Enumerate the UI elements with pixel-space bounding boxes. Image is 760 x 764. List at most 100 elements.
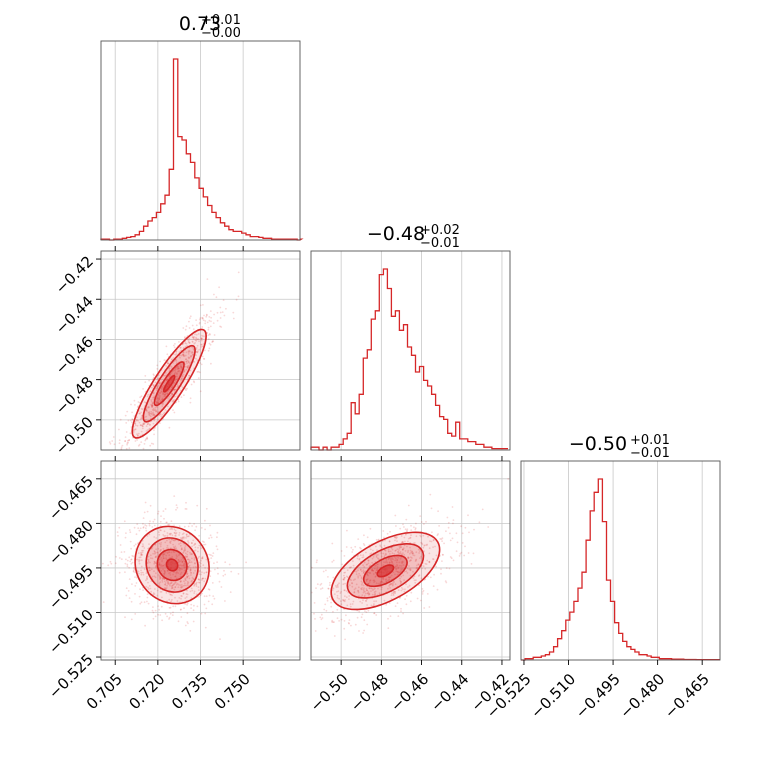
sample-point [394, 590, 397, 593]
sample-point [174, 575, 177, 578]
sample-point [166, 534, 169, 537]
sample-point [478, 521, 481, 524]
sample-point [349, 603, 352, 606]
sample-point [133, 568, 136, 571]
sample-point [340, 591, 342, 593]
sample-point [185, 360, 188, 363]
sample-point [166, 392, 169, 395]
sample-point [170, 532, 173, 535]
sample-point [175, 557, 178, 560]
sample-point [194, 339, 197, 342]
sample-point [336, 608, 339, 611]
sample-point [211, 341, 214, 343]
sample-point [216, 536, 218, 539]
sample-point [402, 548, 404, 551]
sample-point [400, 589, 403, 592]
sample-point [159, 400, 162, 402]
sample-point [140, 554, 143, 556]
sample-point [186, 555, 189, 558]
sample-point [171, 594, 173, 597]
sample-point [403, 536, 406, 539]
sample-point [400, 568, 403, 571]
sample-point [208, 594, 211, 597]
sample-point [130, 600, 133, 603]
sample-point [507, 478, 510, 480]
sample-point [138, 595, 141, 598]
sample-point [282, 645, 284, 647]
sample-point [191, 542, 193, 544]
sample-point [205, 507, 208, 510]
sample-point [140, 417, 143, 419]
sample-point [414, 560, 417, 562]
sample-point [189, 569, 192, 571]
sample-point [186, 572, 189, 575]
sample-point [354, 578, 356, 581]
sample-point [399, 579, 402, 582]
sample-point [414, 581, 417, 584]
sample-point [173, 588, 176, 591]
sample-point [152, 398, 155, 401]
sample-point [420, 521, 423, 523]
sample-point [171, 534, 174, 537]
sample-point [452, 519, 455, 521]
sample-point [419, 534, 422, 537]
sample-point [137, 434, 139, 437]
sample-point [185, 535, 188, 537]
sample-point [371, 561, 373, 564]
sample-point [216, 531, 219, 534]
sample-point [152, 391, 155, 394]
sample-point [171, 538, 174, 541]
xtick-label-p3-2: −0.495 [572, 670, 624, 722]
sample-point [97, 607, 99, 609]
sample-point [372, 579, 375, 582]
sample-point [320, 588, 322, 590]
sample-point [170, 587, 173, 590]
sample-point [400, 587, 403, 589]
sample-point [203, 314, 205, 317]
sample-point [472, 552, 475, 555]
sample-point [336, 584, 339, 587]
sample-point [374, 587, 376, 590]
sample-point [359, 568, 362, 571]
sample-point [141, 425, 144, 428]
sample-point [376, 567, 379, 570]
sample-point [451, 537, 454, 540]
sample-point [175, 547, 178, 550]
sample-point [140, 551, 142, 554]
xtick-label-p2-2: −0.46 [387, 670, 432, 715]
sample-point [132, 570, 135, 573]
sample-point [151, 557, 154, 560]
sample-point [385, 558, 388, 561]
sample-point [436, 588, 439, 591]
sample-point [154, 562, 157, 565]
sample-point [166, 584, 168, 587]
sample-point [218, 286, 221, 289]
sample-point [186, 550, 189, 553]
sample-point [210, 316, 213, 319]
sample-point [232, 311, 235, 314]
sample-point [189, 355, 192, 357]
sample-point [201, 571, 203, 574]
sample-point [401, 562, 403, 565]
sample-point [197, 546, 199, 549]
param1-title: 0.73 [179, 13, 221, 35]
sample-point [394, 573, 396, 576]
sample-point [172, 400, 175, 402]
grid-1-1 [340, 251, 503, 450]
sample-point [224, 600, 226, 602]
sample-point [147, 547, 150, 550]
sample-point [124, 436, 127, 438]
sample-point [139, 588, 141, 590]
sample-point [394, 557, 397, 560]
sample-point [415, 558, 418, 561]
sample-point [137, 401, 140, 403]
sample-point [435, 554, 438, 557]
sample-point [140, 559, 143, 562]
sample-point [447, 526, 450, 529]
sample-point [363, 619, 366, 622]
scatter-p1-p3 [97, 495, 248, 640]
sample-point [185, 368, 188, 371]
sample-point [357, 590, 360, 592]
sample-point [361, 613, 364, 616]
sample-point [147, 588, 150, 590]
